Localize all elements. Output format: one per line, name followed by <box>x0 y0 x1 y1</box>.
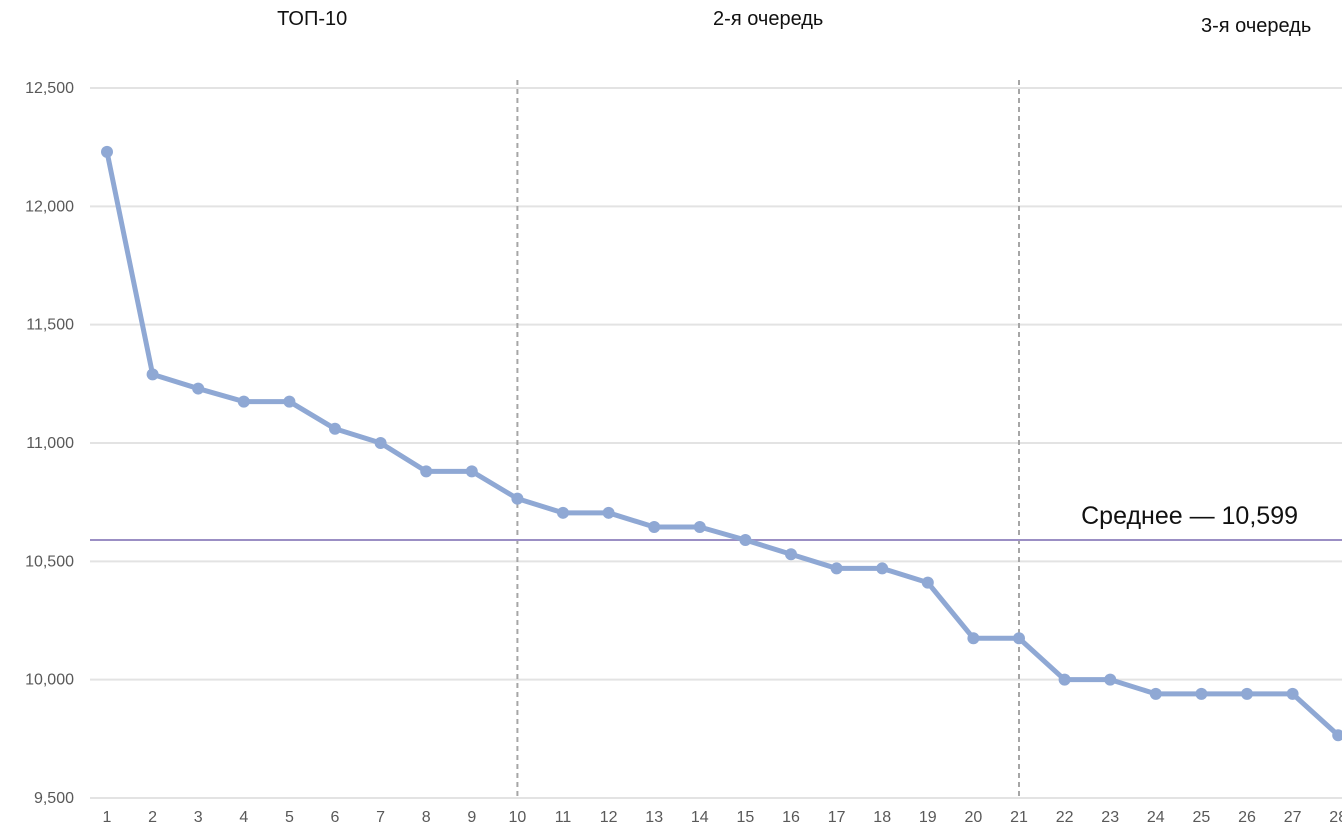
data-point <box>602 506 615 519</box>
y-axis-tick-labels: 9,500 10,000 10,500 11,000 11,500 12,000 12,50… <box>25 80 74 807</box>
data-point <box>921 576 934 589</box>
data-point <box>511 492 524 505</box>
data-point <box>557 506 569 519</box>
data-point <box>1332 729 1342 742</box>
data-point <box>374 437 387 449</box>
x-tick-label: 12 <box>600 809 618 826</box>
data-point <box>101 145 113 158</box>
data-point <box>1058 673 1071 686</box>
x-tick-label: 14 <box>691 809 709 826</box>
average-label: Среднее — 10,599 <box>1081 502 1298 530</box>
data-point <box>1013 632 1025 645</box>
section-label: ТОП-10 <box>277 8 347 30</box>
data-point <box>1241 687 1253 700</box>
data-series <box>101 145 1342 742</box>
data-point <box>1286 687 1299 700</box>
x-tick-label: 17 <box>828 809 846 826</box>
section-label: 2-я очередь <box>713 8 823 30</box>
x-tick-label: 15 <box>737 809 755 826</box>
y-tick-label: 12,000 <box>25 198 74 215</box>
section-dividers <box>516 80 1020 798</box>
data-point <box>1195 687 1208 700</box>
data-point <box>420 465 433 478</box>
x-tick-label: 25 <box>1193 809 1211 826</box>
data-point <box>830 562 843 575</box>
x-tick-label: 16 <box>782 809 800 826</box>
data-point <box>967 632 980 645</box>
y-tick-label: 10,500 <box>25 553 74 570</box>
x-tick-label: 6 <box>331 809 340 826</box>
gridlines <box>90 87 1342 799</box>
y-tick-label: 11,000 <box>26 435 74 452</box>
x-tick-label: 13 <box>645 809 663 826</box>
x-tick-label: 22 <box>1056 809 1074 826</box>
x-axis-tick-labels: 1 2 3 4 5 6 7 8 9 10 11 12 13 14 15 16 17 18 19 20 21 22 23 24 2… <box>103 809 1342 826</box>
data-point <box>739 534 752 547</box>
x-tick-label: 10 <box>509 809 527 826</box>
y-tick-label: 12,500 <box>25 80 74 97</box>
y-tick-label: 10,000 <box>25 672 74 689</box>
series-line <box>104 149 1341 738</box>
x-tick-label: 1 <box>103 809 112 826</box>
x-tick-label: 24 <box>1147 809 1165 826</box>
data-point <box>693 521 706 534</box>
data-point <box>648 521 661 534</box>
data-point <box>146 368 159 381</box>
x-tick-label: 9 <box>467 809 476 826</box>
x-tick-label: 26 <box>1238 809 1256 826</box>
x-tick-label: 19 <box>919 809 937 826</box>
y-tick-label: 11,500 <box>26 317 74 334</box>
data-point <box>876 562 889 575</box>
x-tick-label: 20 <box>965 809 983 826</box>
x-tick-label: 23 <box>1101 809 1119 826</box>
section-labels: ТОП-10 2-я очередь 3-я очередь <box>277 8 1311 37</box>
x-tick-label: 2 <box>148 809 157 826</box>
x-tick-label: 28 <box>1329 809 1342 826</box>
x-tick-label: 3 <box>194 809 203 826</box>
data-point <box>785 548 797 561</box>
x-tick-label: 27 <box>1284 809 1302 826</box>
data-point <box>1149 687 1162 700</box>
x-tick-label: 18 <box>873 809 891 826</box>
average-line-group: Среднее — 10,599 <box>90 502 1342 542</box>
data-point <box>329 422 341 435</box>
x-tick-label: 5 <box>285 809 294 826</box>
x-tick-label: 4 <box>239 809 248 826</box>
x-tick-label: 7 <box>376 809 385 826</box>
y-tick-label: 9,500 <box>34 790 74 807</box>
x-tick-label: 21 <box>1010 809 1028 826</box>
data-point <box>1104 673 1117 686</box>
data-point <box>237 395 250 408</box>
data-point <box>465 465 478 478</box>
section-label: 3-я очередь <box>1201 15 1311 37</box>
x-tick-label: 11 <box>555 809 572 826</box>
data-point <box>192 382 205 395</box>
data-point <box>283 395 296 408</box>
x-tick-label: 8 <box>422 809 431 826</box>
